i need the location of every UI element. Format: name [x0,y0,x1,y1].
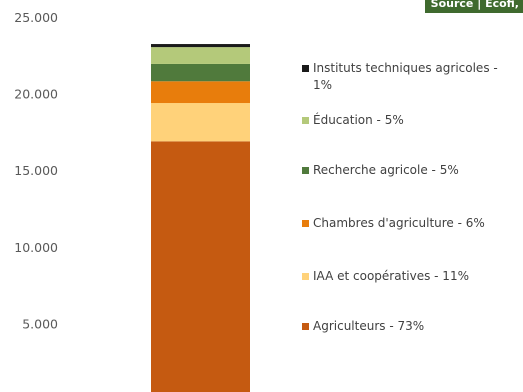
legend-label-iaa-et-cooperatives-11: IAA et coopératives - 11% [313,269,469,283]
y-tick-label: 5.000 [22,316,58,331]
bar-segment-recherche-agricole-5 [151,63,250,82]
bar-segment-iaa-et-cooperatives-11 [151,103,250,142]
legend-swatch-recherche-agricole-5 [302,167,309,174]
bar-segment-chambres-d-agriculture-6 [151,81,250,104]
legend-label-instituts-techniques-agricoles-1: Instituts techniques agricoles -1% [313,61,498,92]
legend-label-agriculteurs-73: Agriculteurs - 73% [313,319,424,333]
y-tick-label: 10.000 [14,240,58,255]
y-tick-label: 15.000 [14,163,58,178]
legend: Instituts techniques agricoles -1% Éducat… [302,61,498,333]
legend-label-recherche-agricole-5: Recherche agricole - 5% [313,163,459,177]
bar-stack [151,44,250,392]
y-tick-label: 20.000 [14,87,58,102]
legend-swatch-instituts-techniques-agricoles-1 [302,65,309,72]
y-axis: 25.000 20.000 15.000 10.000 5.000 [14,10,58,331]
legend-swatch-chambres-d-agriculture-6 [302,220,309,227]
bar-segment-agriculteurs-73 [151,141,250,392]
legend-label-education-5: Éducation - 5% [313,112,404,127]
legend-label-chambres-d-agriculture-6: Chambres d'agriculture - 6% [313,216,485,230]
bar-segment-education-5 [151,47,250,64]
source-badge: Source | Ecofi, [424,0,523,13]
legend-swatch-agriculteurs-73 [302,323,309,330]
bar-segment-instituts-techniques-agricoles-1 [151,44,250,48]
legend-swatch-education-5 [302,117,309,124]
y-tick-label: 25.000 [14,10,58,25]
legend-swatch-iaa-et-cooperatives-11 [302,273,309,280]
